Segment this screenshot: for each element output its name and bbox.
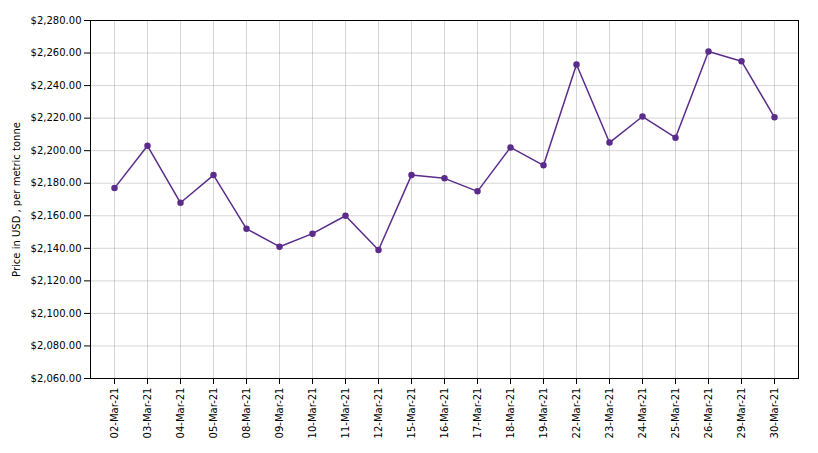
svg-text:$2,180.00: $2,180.00	[31, 177, 82, 188]
svg-text:19-Mar-21: 19-Mar-21	[538, 388, 549, 439]
svg-text:09-Mar-21: 09-Mar-21	[274, 388, 285, 439]
svg-text:10-Mar-21: 10-Mar-21	[307, 388, 318, 439]
svg-text:Price in USD , per metric tonn: Price in USD , per metric tonne	[11, 122, 22, 277]
svg-text:26-Mar-21: 26-Mar-21	[703, 388, 714, 439]
svg-text:02-Mar-21: 02-Mar-21	[109, 388, 120, 439]
svg-text:12-Mar-21: 12-Mar-21	[373, 388, 384, 439]
svg-text:24-Mar-21: 24-Mar-21	[637, 388, 648, 439]
svg-text:25-Mar-21: 25-Mar-21	[670, 388, 681, 439]
svg-text:$2,100.00: $2,100.00	[31, 308, 82, 319]
svg-text:$2,120.00: $2,120.00	[31, 275, 82, 286]
svg-text:30-Mar-21: 30-Mar-21	[769, 388, 780, 439]
svg-text:29-Mar-21: 29-Mar-21	[736, 388, 747, 439]
svg-text:15-Mar-21: 15-Mar-21	[406, 388, 417, 439]
svg-text:23-Mar-21: 23-Mar-21	[604, 388, 615, 439]
svg-text:16-Mar-21: 16-Mar-21	[439, 388, 450, 439]
svg-text:$2,160.00: $2,160.00	[31, 210, 82, 221]
svg-text:05-Mar-21: 05-Mar-21	[208, 388, 219, 439]
svg-text:11-Mar-21: 11-Mar-21	[340, 388, 351, 439]
svg-text:$2,140.00: $2,140.00	[31, 243, 82, 254]
svg-text:$2,240.00: $2,240.00	[31, 80, 82, 91]
svg-text:22-Mar-21: 22-Mar-21	[571, 388, 582, 439]
svg-text:08-Mar-21: 08-Mar-21	[241, 388, 252, 439]
svg-text:$2,280.00: $2,280.00	[31, 15, 82, 26]
svg-text:18-Mar-21: 18-Mar-21	[505, 388, 516, 439]
svg-text:03-Mar-21: 03-Mar-21	[142, 388, 153, 439]
svg-text:17-Mar-21: 17-Mar-21	[472, 388, 483, 439]
svg-text:$2,060.00: $2,060.00	[31, 373, 82, 384]
svg-text:$2,260.00: $2,260.00	[31, 47, 82, 58]
svg-text:$2,200.00: $2,200.00	[31, 145, 82, 156]
svg-text:$2,080.00: $2,080.00	[31, 340, 82, 351]
svg-text:$2,220.00: $2,220.00	[31, 112, 82, 123]
svg-text:04-Mar-21: 04-Mar-21	[175, 388, 186, 439]
